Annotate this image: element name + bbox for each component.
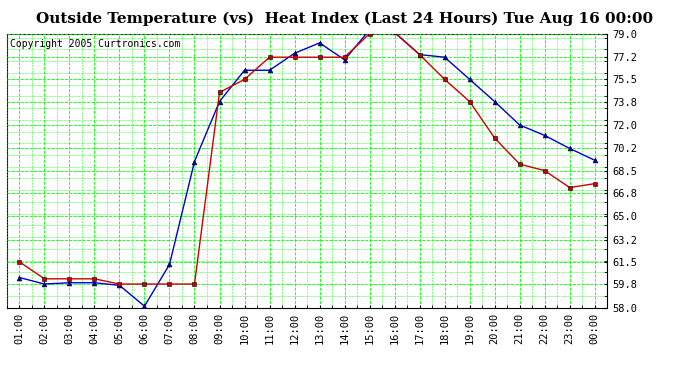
Text: Copyright 2005 Curtronics.com: Copyright 2005 Curtronics.com [10,39,180,49]
Text: Outside Temperature (vs)  Heat Index (Last 24 Hours) Tue Aug 16 00:00: Outside Temperature (vs) Heat Index (Las… [37,11,653,26]
